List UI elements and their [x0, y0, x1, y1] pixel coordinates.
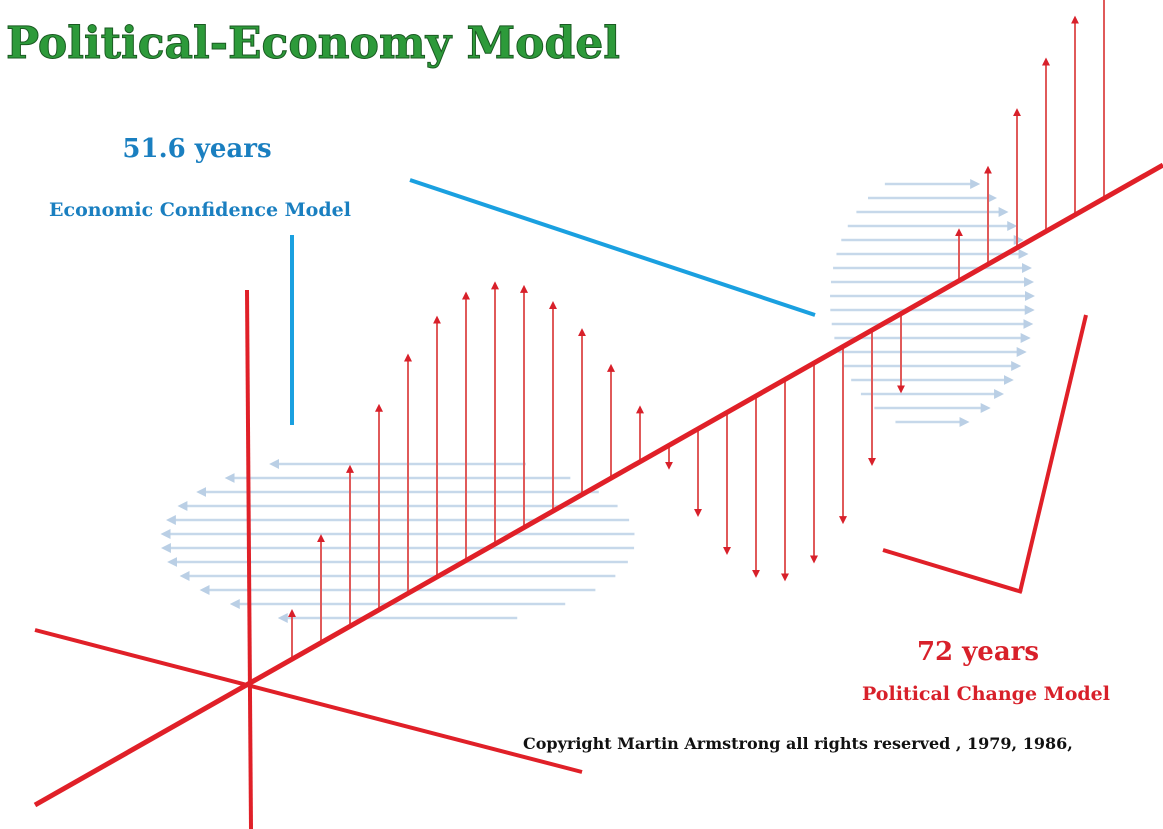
copyright: Copyright Martin Armstrong all rights re…	[523, 734, 1073, 753]
economic-wave	[160, 179, 1035, 623]
model-label: Economic Confidence Model	[49, 199, 351, 221]
model-label: Political Change Model	[862, 683, 1110, 705]
time-axis	[33, 162, 1163, 808]
vertical-axis	[245, 289, 253, 829]
pointer-line	[409, 178, 816, 317]
political-wave	[288, 0, 1105, 660]
period-label: 72 years	[917, 637, 1039, 667]
pointer-line	[882, 548, 1023, 594]
period-label: 51.6 years	[122, 134, 271, 164]
pointer-line	[1018, 314, 1088, 593]
depth-axis	[34, 628, 583, 774]
title: Political-Economy Model	[6, 18, 620, 69]
